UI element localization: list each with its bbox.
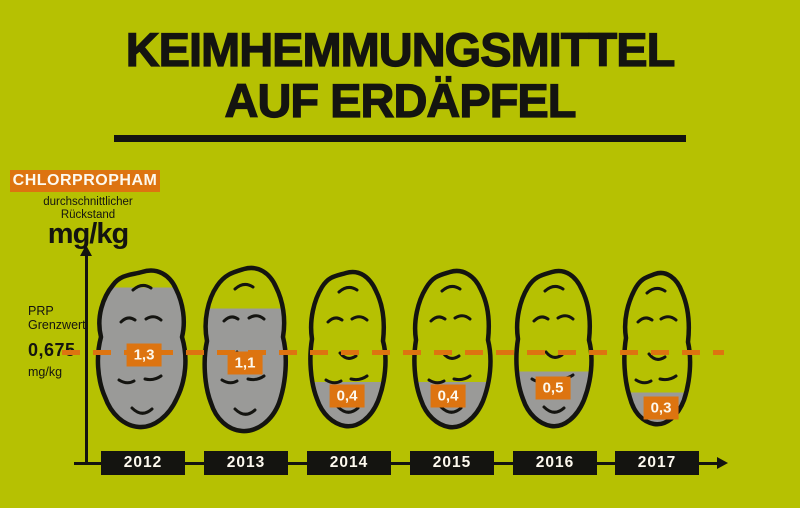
page-title: KEIMHEMMUNGSMITTEL AUF ERDÄPFEL [0, 23, 800, 142]
series-descriptor: durchschnittlicher Rückstand [8, 196, 168, 222]
x-tick-2016: 2016 [513, 451, 597, 475]
value-badge-2012: 1,3 [126, 343, 162, 367]
title-line-1: KEIMHEMMUNGSMITTEL [125, 23, 676, 76]
x-tick-2013: 2013 [204, 451, 288, 475]
x-tick-2017: 2017 [615, 451, 699, 475]
x-tick-2015: 2015 [410, 451, 494, 475]
series-descriptor-line-1: durchschnittlicher [43, 196, 133, 208]
title-underline [114, 135, 686, 142]
y-axis-line [85, 252, 88, 463]
threshold-unit: mg/kg [28, 365, 63, 379]
x-tick-2014: 2014 [307, 451, 391, 475]
threshold-dashed-line [62, 350, 724, 355]
series-descriptor-line-2: Rückstand [60, 209, 116, 221]
y-axis-arrow-icon [80, 245, 92, 256]
x-axis-arrow-icon [717, 457, 728, 469]
threshold-name-line-2: Grenzwert [28, 318, 86, 332]
threshold-name: PRP Grenzwert [28, 304, 86, 332]
value-badge-2016: 0,5 [535, 376, 571, 400]
value-badge-2013: 1,1 [227, 351, 263, 375]
threshold-name-line-1: PRP [28, 304, 54, 318]
x-tick-2012: 2012 [101, 451, 185, 475]
potato-eyes-marks [324, 285, 369, 414]
value-badge-2014: 0,4 [329, 384, 365, 408]
value-badge-2017: 0,3 [643, 396, 679, 420]
y-axis-unit-label: mg/kg [47, 218, 129, 250]
title-line-2: AUF ERDÄPFEL [224, 74, 577, 127]
threshold-value: 0,675 [28, 340, 76, 360]
x-axis-line [74, 462, 720, 465]
substance-badge: CHLORPROPHAM [10, 170, 160, 192]
value-badge-2015: 0,4 [430, 384, 466, 408]
